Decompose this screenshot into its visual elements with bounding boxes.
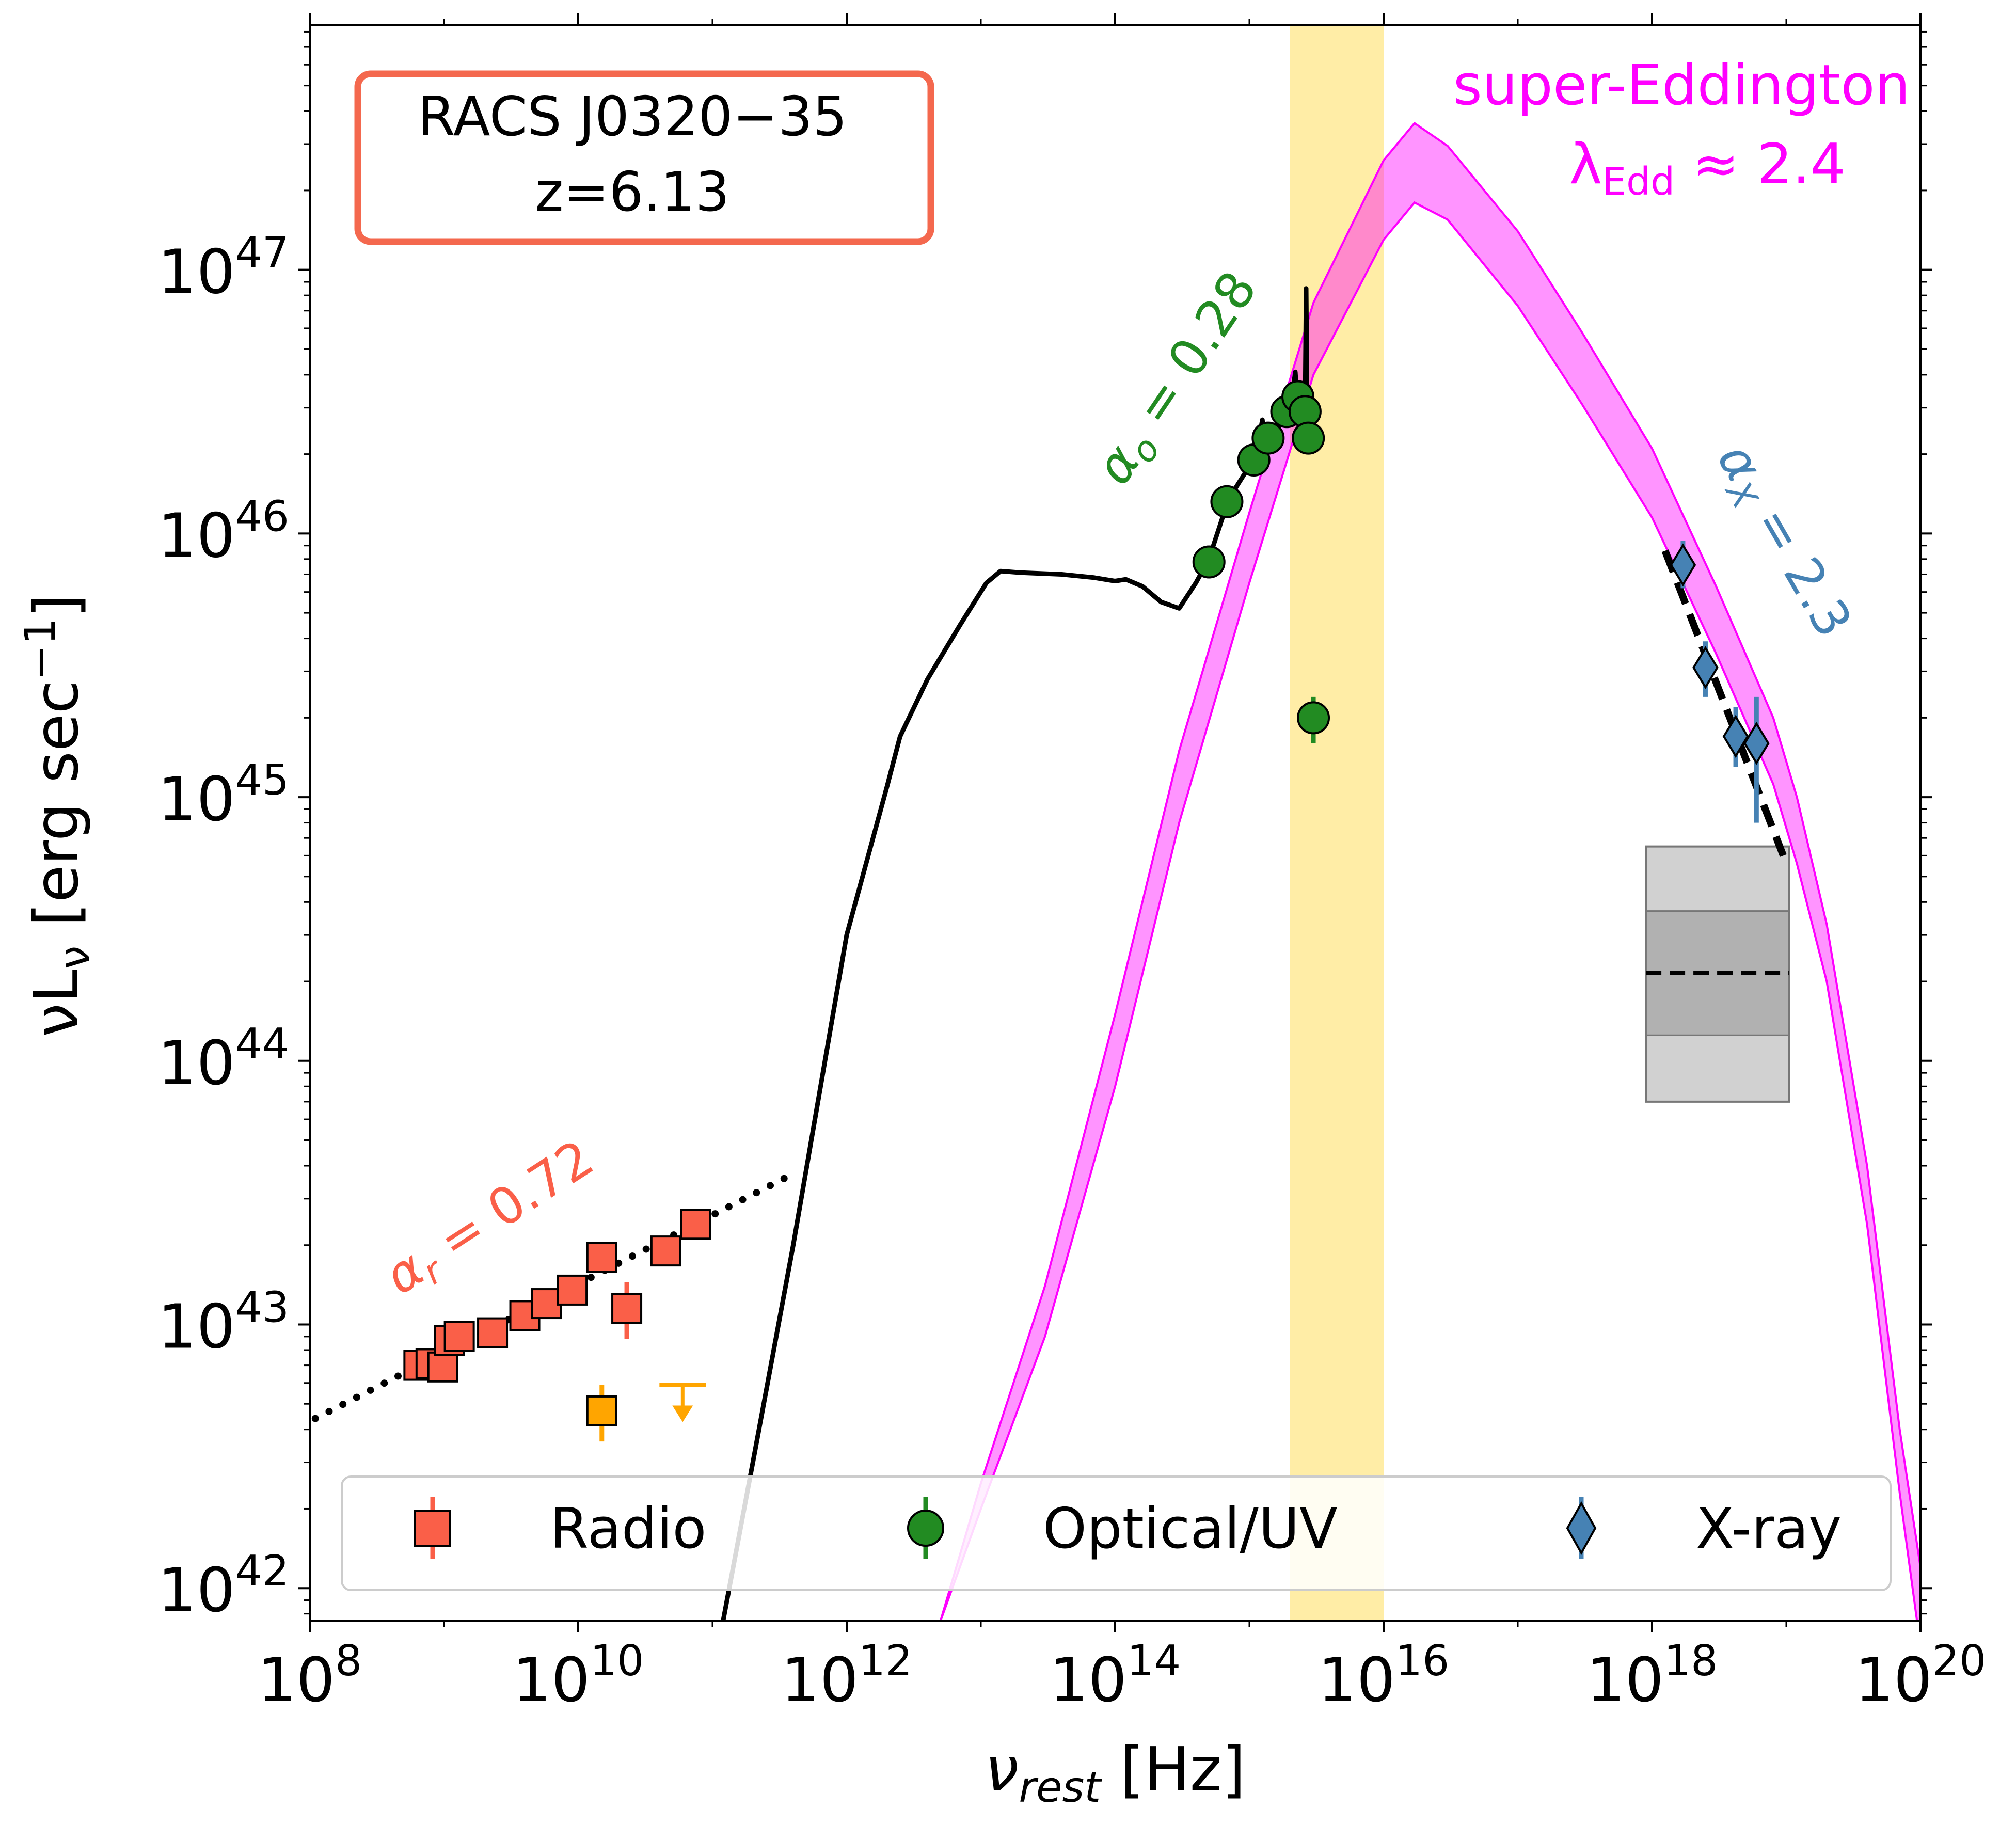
- radio-point: [427, 1351, 458, 1383]
- source-name: RACS J0320−35: [418, 85, 847, 148]
- x-tick-label: 1018: [1586, 1637, 1718, 1716]
- legend: Radio Optical/UV X-ray: [341, 1475, 1892, 1591]
- radio-point: [650, 1235, 681, 1267]
- legend-optical-marker: [907, 1497, 944, 1559]
- radio-point: [557, 1274, 588, 1306]
- optical-point: [1297, 701, 1330, 735]
- xray-point: [1692, 646, 1719, 689]
- data-markers: [403, 380, 1770, 1426]
- y-axis-label: νLν [erg sec−1]: [16, 594, 99, 1037]
- legend-radio-label: Radio: [550, 1497, 707, 1561]
- legend-optical-label: Optical/UV: [1043, 1497, 1338, 1561]
- optical-point: [1251, 421, 1285, 455]
- optical-point: [1192, 545, 1226, 579]
- radio-point: [477, 1317, 509, 1348]
- source-box: RACS J0320−35 z=6.13: [354, 70, 934, 245]
- y-tick-label: 1044: [158, 1020, 290, 1099]
- radio-point: [443, 1321, 475, 1352]
- y-tick-label: 1043: [158, 1283, 290, 1362]
- radio-point: [531, 1288, 562, 1320]
- x-axis-label: νrest [Hz]: [985, 1734, 1245, 1812]
- x-tick-label: 1010: [513, 1637, 644, 1716]
- eddington-label: super-Eddington: [1453, 53, 1910, 118]
- optical-point: [1210, 485, 1244, 518]
- radio-point: [611, 1293, 643, 1324]
- radio-limit-point: [586, 1395, 617, 1426]
- eddington-ratio-label: λEdd ≈ 2.4: [1569, 132, 1846, 204]
- xray-point: [1722, 715, 1749, 758]
- upper-limit-arrow: [672, 1405, 693, 1422]
- source-redshift: z=6.13: [535, 161, 730, 224]
- legend-xray-label: X-ray: [1696, 1497, 1842, 1561]
- y-tick-label: 1047: [158, 229, 290, 308]
- y-tick-label: 1045: [158, 756, 290, 835]
- legend-xray-marker: [1566, 1497, 1597, 1559]
- legend-radio-marker: [414, 1497, 451, 1559]
- radio-point: [680, 1209, 711, 1240]
- x-tick-label: 108: [258, 1637, 362, 1716]
- xray-box-region: [1645, 845, 1790, 1103]
- y-tick-label: 1042: [158, 1547, 290, 1626]
- xray-point: [1670, 543, 1696, 587]
- optical-point: [1292, 421, 1325, 455]
- x-tick-label: 1012: [781, 1637, 913, 1716]
- axis-ticks: 108 1010 1012 1014 1016 1018 1020 1042 1043 1044 1…: [158, 13, 1987, 1716]
- y-tick-label: 1046: [158, 492, 290, 571]
- xray-point: [1743, 721, 1770, 765]
- radio-point: [586, 1242, 617, 1273]
- x-tick-label: 1020: [1855, 1637, 1987, 1716]
- x-tick-label: 1016: [1318, 1637, 1450, 1716]
- plot-frame: [309, 24, 1922, 1622]
- x-tick-label: 1014: [1050, 1637, 1181, 1716]
- xray-fit-line: [1661, 549, 1787, 857]
- super-eddington-band: [939, 121, 1920, 1621]
